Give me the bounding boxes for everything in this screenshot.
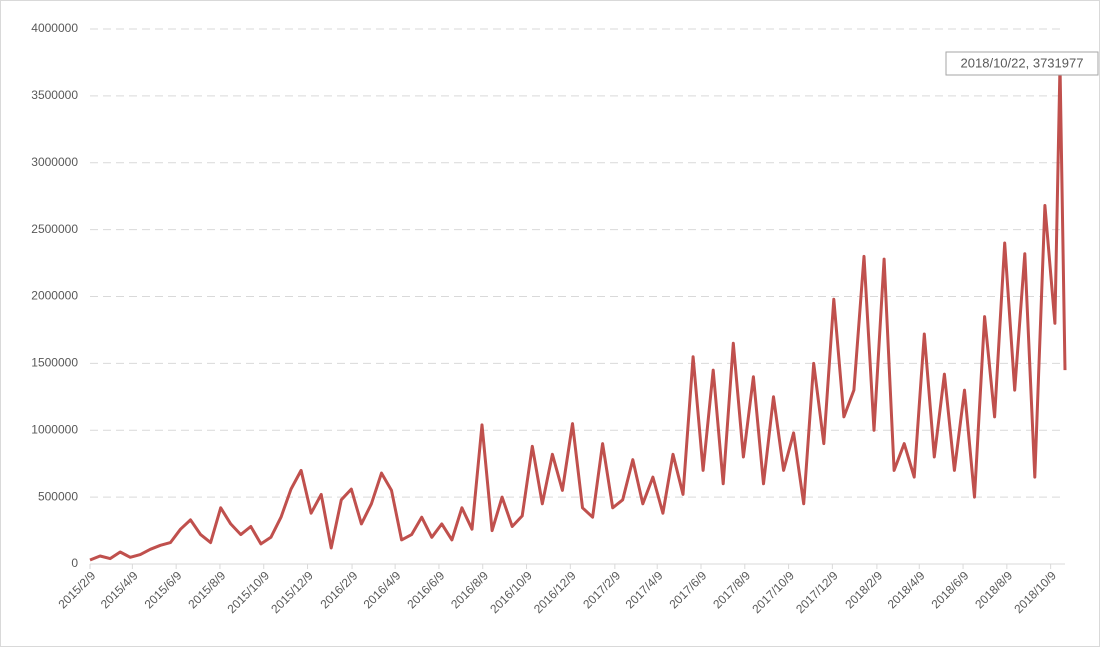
- y-tick-label: 2000000: [31, 289, 78, 303]
- y-tick-label: 4000000: [31, 21, 78, 35]
- annotation: 2018/10/22, 3731977: [961, 55, 1084, 70]
- y-tick-label: 500000: [38, 489, 78, 503]
- y-tick-label: 3500000: [31, 88, 78, 102]
- line-series: [89, 63, 1067, 562]
- y-tick-label: 1500000: [31, 356, 78, 370]
- y-tick-label: 0: [71, 556, 78, 570]
- tooltip-box: [945, 51, 1099, 76]
- annotation-group: 2018/10/22, 3731977: [945, 51, 1099, 76]
- y-tick-label: 3000000: [31, 155, 78, 169]
- y-tick-label: 1000000: [31, 422, 78, 436]
- plot: [89, 63, 1067, 562]
- y-tick-label: 2500000: [31, 222, 78, 236]
- grid: [90, 28, 1065, 498]
